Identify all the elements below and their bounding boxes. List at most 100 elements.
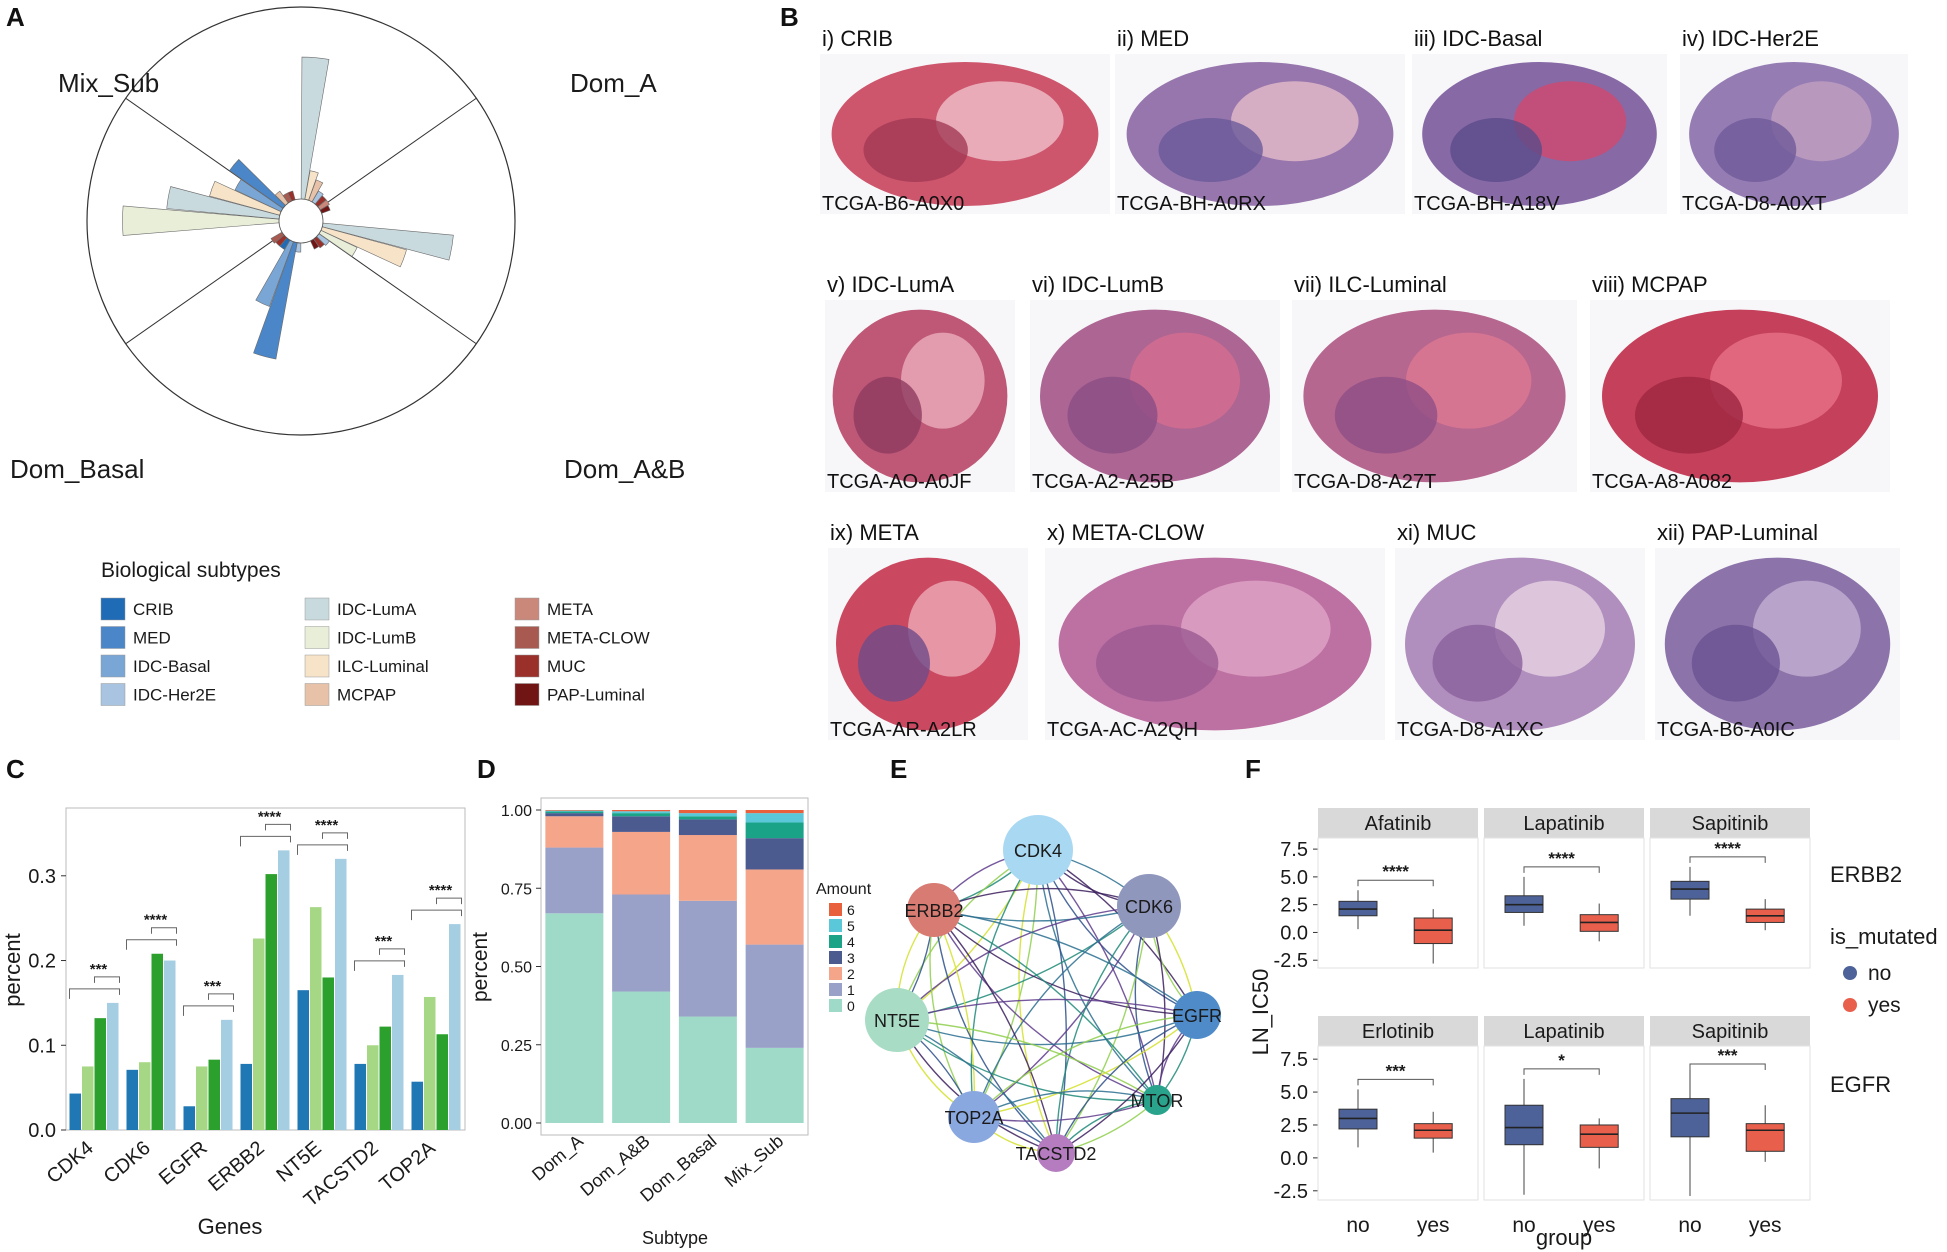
stack-segment-5 (612, 811, 671, 814)
sig-bracket-upper (322, 832, 348, 839)
sig-bracket (183, 1005, 234, 1016)
row-gene-label: ERBB2 (1830, 862, 1902, 887)
sig-bracket (1689, 1063, 1766, 1070)
stack-segment-3 (545, 813, 604, 817)
legend-swatch-crib (100, 597, 126, 621)
stack-segment-4 (678, 816, 737, 820)
tissue-stroma (1406, 332, 1532, 429)
histology-tile: ii) MED TCGA-BH-A0RX (1115, 26, 1405, 215)
stack-segment-5 (545, 810, 604, 812)
network-edge (1055, 905, 1150, 1154)
network-edge (933, 909, 1057, 1154)
polar-bar-ilc-luminal (320, 226, 407, 268)
node-label: TACSTD2 (1016, 1144, 1097, 1164)
y-axis-title: percent (469, 932, 492, 1002)
tissue-cluster (1067, 376, 1158, 454)
y-tick-label: 0.50 (501, 960, 532, 977)
bar-top2a-3 (449, 924, 461, 1130)
tile-sample-id: TCGA-AO-A0JF (827, 471, 971, 493)
stack-segment-4 (545, 811, 604, 814)
bar-egfr-1 (196, 1066, 208, 1130)
node-cdk4 (1003, 815, 1073, 885)
legend-label: CRIB (133, 600, 174, 619)
node-erbb2 (907, 883, 961, 937)
sig-label: *** (90, 961, 108, 978)
sig-bracket (240, 835, 291, 847)
panel-label-f: F (1245, 754, 1261, 784)
y-tick-label: 7.5 (1280, 839, 1308, 861)
legend-label: META-CLOW (547, 629, 650, 648)
sig-label: **** (144, 912, 168, 929)
stack-segment-4 (612, 813, 671, 817)
y-tick-label: 0.25 (501, 1038, 532, 1055)
sig-bracket (1523, 1068, 1600, 1075)
y-tick-label: 0.1 (28, 1035, 56, 1057)
tile-title: viii) MCPAP (1592, 272, 1708, 297)
bar-nt5e-1 (310, 907, 322, 1130)
box-no (1670, 1098, 1710, 1138)
stack-segment-2 (612, 831, 671, 895)
tile-sample-id: TCGA-D8-A27T (1294, 471, 1436, 493)
histology-tile: iii) IDC-Basal TCGA-BH-A18V (1412, 26, 1667, 215)
box-yes (1579, 1124, 1619, 1148)
sig-bracket (69, 988, 120, 999)
node-label: TOP2A (945, 1108, 1004, 1128)
node-label: MTOR (1131, 1091, 1184, 1111)
x-axis-title: Subtype (642, 1228, 708, 1248)
y-tick-label: 0.00 (501, 1116, 532, 1133)
histology-tile: v) IDC-LumA TCGA-AO-A0JF (825, 272, 1015, 493)
facet-title: Lapatinib (1523, 813, 1604, 835)
node-cdk6 (1117, 874, 1181, 938)
y-tick-label: 7.5 (1280, 1049, 1308, 1071)
facet-strip (1318, 808, 1478, 838)
bar-cdk4-2 (94, 1018, 106, 1130)
bar-nt5e-3 (335, 858, 347, 1130)
y-tick-label: 5.0 (1280, 867, 1308, 889)
sig-label: *** (1718, 1046, 1738, 1065)
legend-swatch (829, 951, 842, 964)
stack-segment-6 (545, 810, 604, 811)
facet-strip (1650, 808, 1810, 838)
sector-label: Dom_Basal (10, 454, 144, 484)
bar-cdk4-3 (107, 1002, 119, 1130)
histology-tile: vi) IDC-LumB TCGA-A2-A25B (1030, 272, 1280, 493)
facet-title: Afatinib (1365, 813, 1432, 835)
row-gene-label: EGFR (1830, 1072, 1891, 1097)
x-axis-title: Genes (198, 1214, 263, 1239)
polar-bar-idc-luma (321, 222, 454, 261)
legend-label: 5 (847, 918, 855, 934)
bar-cdk4-0 (69, 1093, 81, 1130)
x-tick-label: no (1512, 1214, 1535, 1237)
tile-title: iv) IDC-Her2E (1682, 26, 1819, 51)
tissue-cluster (1096, 624, 1219, 702)
tissue-stroma (1710, 332, 1842, 429)
sig-label: **** (1714, 839, 1741, 858)
y-tick-label: 0.0 (28, 1120, 56, 1142)
legend-label: no (1868, 962, 1891, 985)
histology-tile: xii) PAP-Luminal TCGA-B6-A0IC (1655, 520, 1900, 741)
stack-segment-3 (612, 816, 671, 832)
legend-swatch (829, 983, 842, 996)
legend-label: 4 (847, 934, 855, 950)
legend-swatch-idc-luma (304, 597, 330, 621)
legend-swatch (829, 999, 842, 1012)
y-tick-label: 2.5 (1280, 895, 1308, 917)
sig-label: **** (258, 808, 282, 825)
network-edge (896, 905, 1150, 1021)
sig-bracket (297, 844, 348, 855)
network-edge (933, 909, 1198, 1016)
legend-label: 2 (847, 966, 855, 982)
facet-title: Sapitinib (1692, 1021, 1769, 1043)
legend-swatch (829, 919, 842, 932)
bar-erbb2-1 (253, 938, 265, 1130)
sig-bracket-upper (265, 823, 291, 831)
histology-tile: x) META-CLOW TCGA-AC-A2QH (1045, 520, 1385, 741)
bar-cdk4-1 (82, 1066, 94, 1130)
stack-segment-2 (745, 869, 804, 945)
network-edge (973, 1014, 1198, 1118)
stack-segment-3 (678, 819, 737, 836)
legend-title: Amount (816, 881, 872, 898)
bar-erbb2-0 (240, 1063, 252, 1130)
polar-bar-pap-luminal (310, 238, 320, 250)
